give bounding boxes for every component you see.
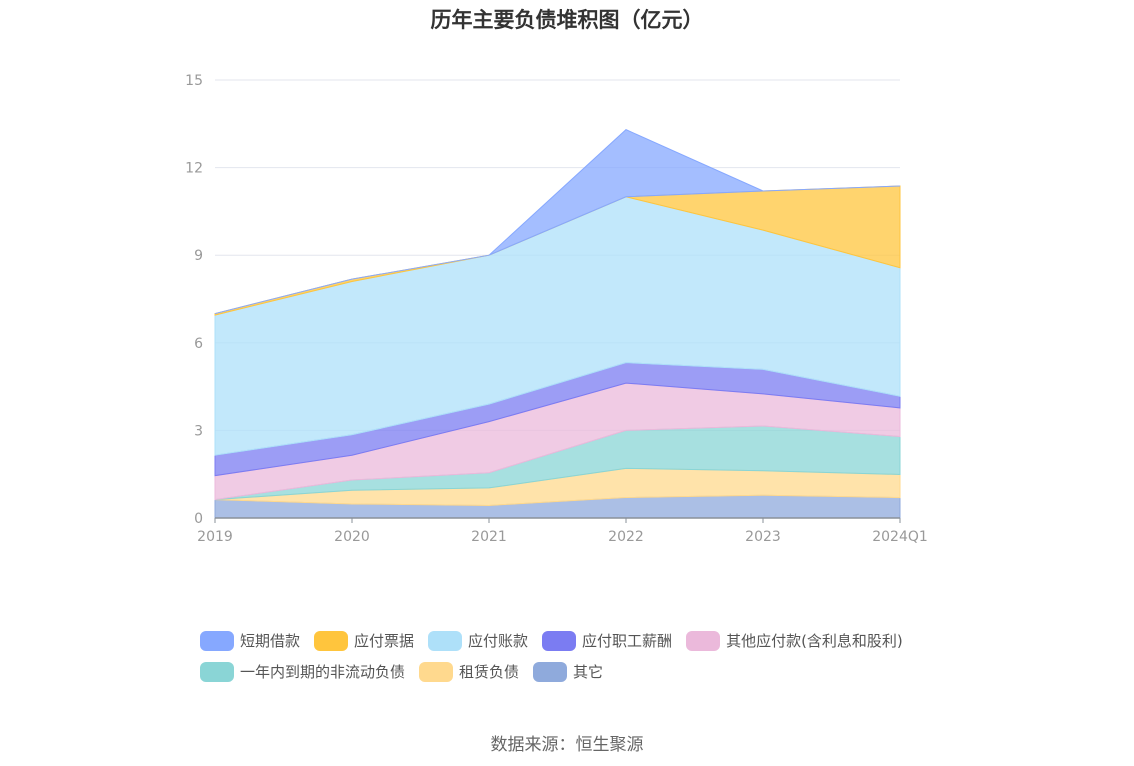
legend-label: 其它 — [573, 663, 604, 681]
area-series-7 — [214, 129, 901, 315]
legend-item[interactable]: 应付账款 — [428, 630, 528, 651]
legend-swatch — [419, 661, 454, 682]
legend-item[interactable]: 租赁负债 — [419, 661, 519, 682]
legend-swatch — [200, 630, 234, 651]
legend: 短期借款 应付票据 应付账款 应付职工薪酬 其他应付款(含利息和股利) 一年内到期的非流动… — [200, 630, 960, 682]
legend-swatch — [200, 661, 234, 682]
y-tick-label: 15 — [185, 73, 203, 89]
chart-title: 历年主要负债堆积图（亿元） — [430, 8, 704, 32]
x-tick-label: 2023 — [745, 529, 781, 545]
legend-label: 其他应付款(含利息和股利) — [726, 632, 903, 650]
legend-item[interactable]: 应付职工薪酬 — [542, 630, 672, 651]
legend-label: 应付票据 — [354, 632, 415, 650]
x-tick-label: 2019 — [197, 529, 233, 545]
legend-label: 应付职工薪酬 — [582, 632, 673, 650]
legend-label: 应付账款 — [468, 632, 529, 650]
source-note: 数据来源：恒生聚源 — [490, 735, 644, 755]
y-tick-label: 0 — [194, 511, 203, 527]
area-layer — [214, 129, 901, 519]
legend-item[interactable]: 其它 — [533, 661, 603, 682]
x-tick-label: 2020 — [334, 529, 370, 545]
legend-swatch — [428, 630, 463, 651]
y-tick-label: 9 — [194, 248, 203, 264]
y-tick-label: 6 — [194, 336, 203, 352]
legend-swatch — [686, 630, 721, 651]
legend-swatch — [533, 661, 568, 682]
legend-item[interactable]: 应付票据 — [314, 630, 414, 651]
legend-label: 一年内到期的非流动负债 — [240, 663, 406, 681]
y-tick-label: 3 — [194, 423, 203, 439]
x-tick-label: 2021 — [471, 529, 507, 545]
x-tick-label: 2022 — [608, 529, 644, 545]
legend-swatch — [542, 630, 577, 651]
legend-swatch — [314, 630, 349, 651]
legend-item[interactable]: 一年内到期的非流动负债 — [200, 661, 405, 682]
legend-item[interactable]: 其他应付款(含利息和股利) — [686, 630, 903, 651]
x-tick-label: 2024Q1 — [872, 529, 928, 545]
y-tick-label: 12 — [185, 161, 203, 177]
legend-item[interactable]: 短期借款 — [200, 630, 300, 651]
axes: 0 3 6 9 12 15 2019 2020 2021 2022 2023 2024Q1 — [185, 73, 928, 545]
legend-label: 短期借款 — [240, 632, 301, 650]
legend-label: 租赁负债 — [459, 663, 520, 681]
